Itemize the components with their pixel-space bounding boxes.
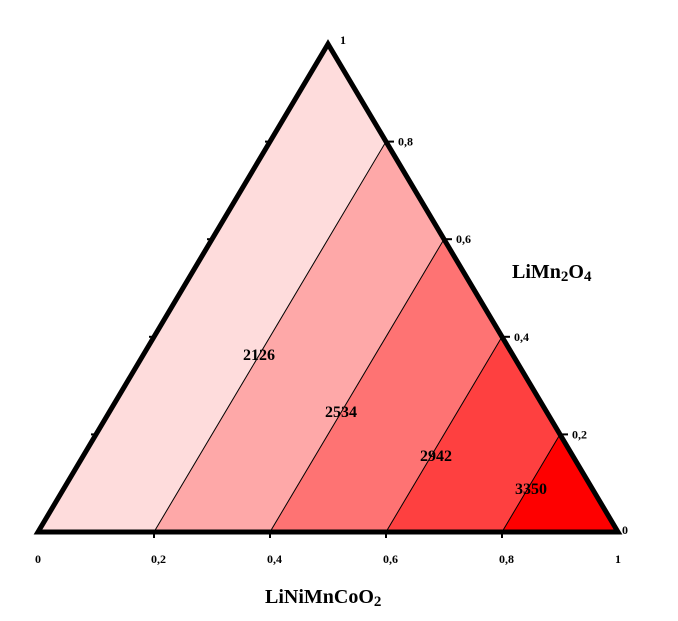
contour-line-2 [385,336,503,533]
right-tick-label: 1 [340,33,346,47]
right-axis-tick-labels: 0 0,2 0,4 0,6 0,8 1 [340,33,628,537]
bottom-tick-label: 0,8 [499,552,514,566]
right-tick-label: 0 [622,523,628,537]
contour-label-3350: 3350 [515,481,547,498]
right-tick-label: 0,4 [514,330,529,344]
contour-lines [153,141,561,533]
triangle-frame [33,39,623,535]
right-tick-label: 0,8 [398,135,413,149]
tick-marks [91,140,568,538]
contour-label-2534: 2534 [325,404,357,421]
bottom-axis-title: LiNiMnCoO2 [265,586,381,610]
color-bands [38,44,618,532]
contour-line-1 [269,238,445,533]
bottom-tick-label: 0,4 [267,552,282,566]
contour-label-2942: 2942 [420,448,452,465]
bottom-tick-label: 0,6 [383,552,398,566]
contour-line-0 [153,141,387,533]
contour-line-3 [501,434,561,533]
band-2 [270,239,502,532]
band-1 [154,141,444,532]
band-4 [502,434,618,532]
right-tick-label: 0,6 [456,232,471,246]
contour-label-2126: 2126 [243,347,275,364]
contour-value-labels: 2126 2534 2942 3350 [243,347,547,498]
bottom-tick-label: 0,2 [151,552,166,566]
bottom-tick-label: 1 [615,552,621,566]
right-axis-title: LiMn2O4 [512,261,592,285]
band-0 [38,44,386,532]
bottom-axis-tick-labels: 0 0,2 0,4 0,6 0,8 1 [35,552,621,566]
band-3 [386,336,560,532]
bottom-tick-label: 0 [35,552,41,566]
right-tick-label: 0,2 [572,427,587,441]
